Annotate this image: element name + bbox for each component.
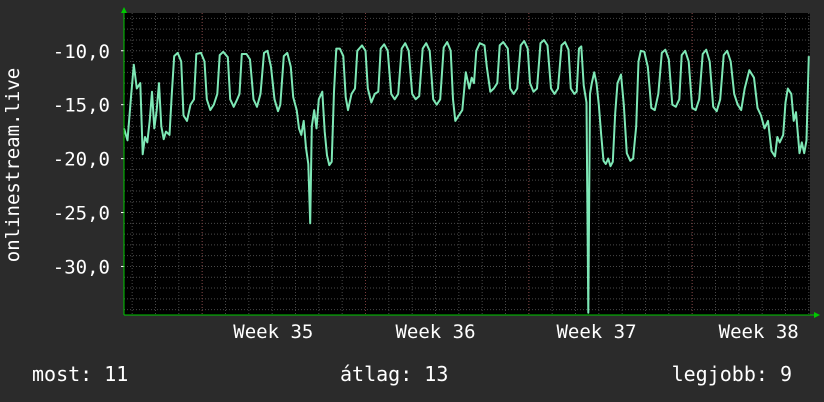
x-axis-arrow <box>814 312 820 318</box>
y-tick-labels: -10,0 -15,0 -20,0 -25,0 -30,0 <box>53 41 124 278</box>
y-tick-label: -20,0 <box>53 149 110 171</box>
stat-best: legjobb: 9 <box>671 362 792 386</box>
y-axis-arrow <box>121 7 127 13</box>
y-tick-label: -15,0 <box>53 95 110 117</box>
x-tick-label: Week 35 <box>233 321 313 343</box>
x-tick-label: Week 37 <box>556 321 636 343</box>
stat-now: most: 11 <box>32 362 129 386</box>
x-tick-label: Week 38 <box>719 321 799 343</box>
y-tick-label: -10,0 <box>53 41 110 63</box>
series-line <box>123 39 810 314</box>
x-tick-labels: Week 35 Week 36 Week 37 Week 38 <box>233 321 798 343</box>
y-tick-label: -25,0 <box>53 203 110 225</box>
y-axis-label: onlinestream.live <box>2 67 24 263</box>
y-tick-label: -30,0 <box>53 256 110 278</box>
stat-average: átlag: 13 <box>340 362 449 386</box>
x-tick-label: Week 36 <box>395 321 475 343</box>
grid <box>124 13 810 315</box>
plot-area <box>124 13 810 315</box>
